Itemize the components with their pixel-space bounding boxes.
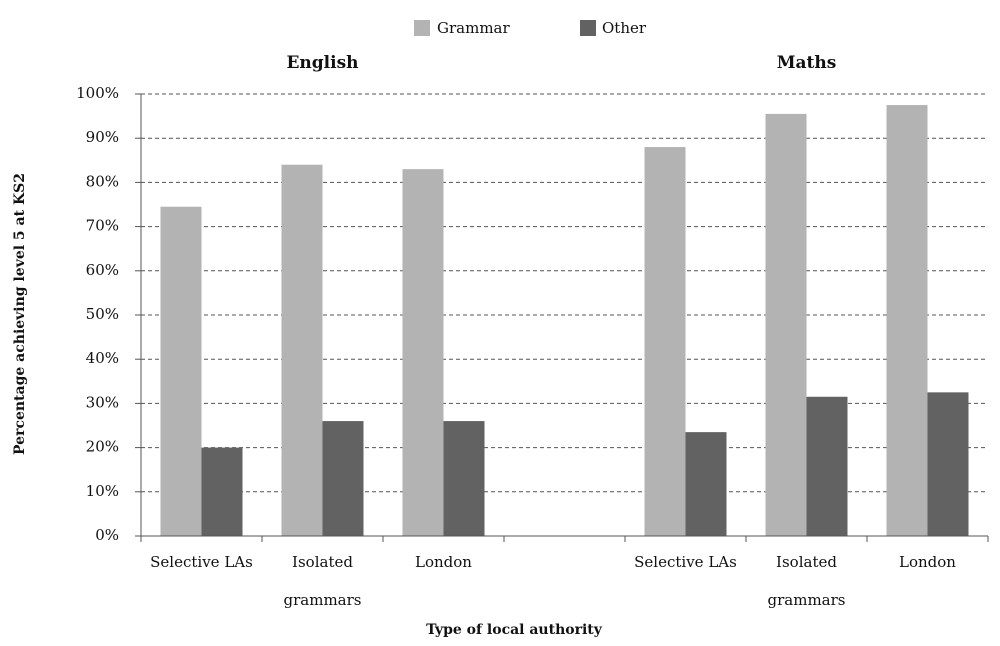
bar-maths-grammar	[886, 105, 928, 537]
gridlines	[141, 93, 988, 493]
bar-english-other	[322, 421, 364, 536]
y-tick-label: 40%	[86, 349, 119, 367]
x-category-label: Selective LAs	[634, 553, 737, 571]
bar-maths-other	[806, 396, 848, 536]
legend-swatch-other	[580, 20, 596, 36]
x-category-label: Isolated	[292, 553, 353, 571]
bar-english-grammar	[281, 164, 323, 536]
x-axis-label: Type of local authority	[426, 622, 603, 638]
bar-maths-grammar	[765, 113, 807, 536]
x-category-label: grammars	[768, 591, 846, 609]
x-category-label: London	[415, 553, 472, 571]
y-tick-label: 30%	[86, 393, 119, 411]
legend: Grammar Other	[414, 19, 647, 37]
y-tick-label: 100%	[76, 84, 119, 102]
y-tick-label: 70%	[86, 217, 119, 235]
y-tick-label: 10%	[86, 482, 119, 500]
legend-label-other: Other	[602, 19, 647, 37]
y-tick-label: 80%	[86, 172, 119, 190]
y-tick-label: 60%	[86, 261, 119, 279]
y-tick-label: 90%	[86, 128, 119, 146]
x-category-label: London	[899, 553, 956, 571]
legend-swatch-grammar	[414, 20, 430, 36]
bar-english-other	[443, 421, 485, 536]
y-tick-label: 0%	[95, 526, 119, 544]
bar-english-grammar	[402, 169, 444, 536]
x-category-label: grammars	[284, 591, 362, 609]
bar-maths-other	[685, 432, 727, 536]
axes	[135, 93, 989, 542]
x-category-label: Selective LAs	[150, 553, 253, 571]
bar-english-grammar	[160, 206, 202, 536]
y-axis-label: Percentage achieving level 5 at KS2	[12, 173, 28, 455]
group-title-english: English	[286, 53, 358, 73]
bar-maths-grammar	[644, 147, 686, 537]
x-category-label: Isolated	[776, 553, 837, 571]
bar-english-other	[201, 447, 243, 536]
bar-maths-other	[927, 392, 969, 536]
group-title-maths: Maths	[777, 53, 837, 73]
y-tick-label: 50%	[86, 305, 119, 323]
labels: 0% 10% 20% 30% 40% 50% 60% 70% 80% 90% 100% English…	[76, 53, 956, 609]
y-tick-label: 20%	[86, 438, 119, 456]
legend-label-grammar: Grammar	[437, 19, 510, 37]
bars	[160, 105, 969, 537]
